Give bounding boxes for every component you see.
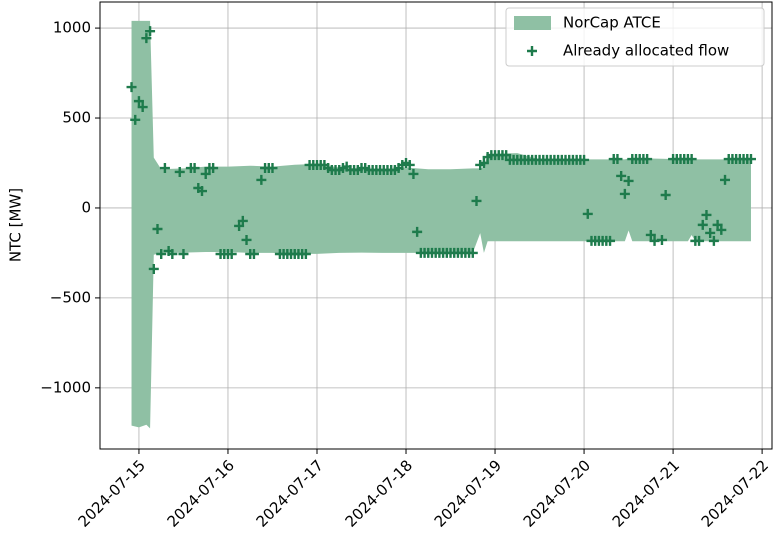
point [148,263,159,274]
y-tick-label: 1000 [53,19,91,37]
point [616,170,627,181]
legend-label: Already allocated flow [563,42,729,60]
point [716,224,727,235]
point [241,234,252,245]
legend: NorCap ATCE Already allocated flow [505,7,765,67]
point [645,229,656,240]
point [705,227,716,238]
point [208,163,219,174]
x-tick-label: 2024-07-17 [253,456,327,530]
area [131,20,751,429]
point [712,219,723,230]
x-tick-label: 2024-07-20 [520,456,594,530]
point [582,208,593,219]
point [234,220,245,231]
point [579,154,590,165]
plot-frame [99,1,773,450]
point [130,114,141,125]
y-axis-label: NTC [MW] [7,188,25,262]
legend-swatch [514,16,551,30]
point [145,26,156,37]
x-tick-label: 2024-07-18 [342,456,416,530]
point [467,247,478,258]
point [619,188,630,199]
legend-label: NorCap ATCE [563,14,661,32]
legend-marker [527,46,537,56]
x-tick-label: 2024-07-16 [164,456,238,530]
x-tick-label: 2024-07-19 [431,456,505,530]
point [745,154,756,165]
point [267,163,278,174]
point [708,235,719,246]
y-tick-label: 0 [81,198,91,216]
point [126,82,137,93]
point [660,190,671,201]
point [141,33,152,44]
point [152,224,163,235]
point [605,235,616,246]
plot-area [126,20,756,429]
point [237,215,248,226]
y-tick-label: 500 [62,109,91,127]
y-tick-label: −1000 [40,378,91,396]
point [133,96,144,107]
legend-box [505,7,765,67]
point [167,249,178,260]
point [178,249,189,260]
point [197,186,208,197]
x-tick-label: 2024-07-15 [75,456,149,530]
point [642,154,653,165]
point [720,174,731,185]
x-tick-label: 2024-07-21 [609,456,683,530]
point [189,163,200,174]
point [412,226,423,237]
point [686,154,697,165]
point [226,249,237,260]
point [256,174,267,185]
point [156,249,167,260]
point [200,168,211,179]
point [701,209,712,220]
point [471,195,482,206]
point [248,249,259,260]
y-tick-label: −500 [50,288,91,306]
point [656,234,667,245]
point [404,159,415,170]
point [159,163,170,174]
point [623,175,634,186]
point [300,249,311,260]
point [694,235,705,246]
point [174,166,185,177]
point [408,168,419,179]
x-tick-label: 2024-07-22 [698,456,772,530]
point [697,219,708,230]
point [137,102,148,113]
point [478,157,489,168]
point [612,154,623,165]
